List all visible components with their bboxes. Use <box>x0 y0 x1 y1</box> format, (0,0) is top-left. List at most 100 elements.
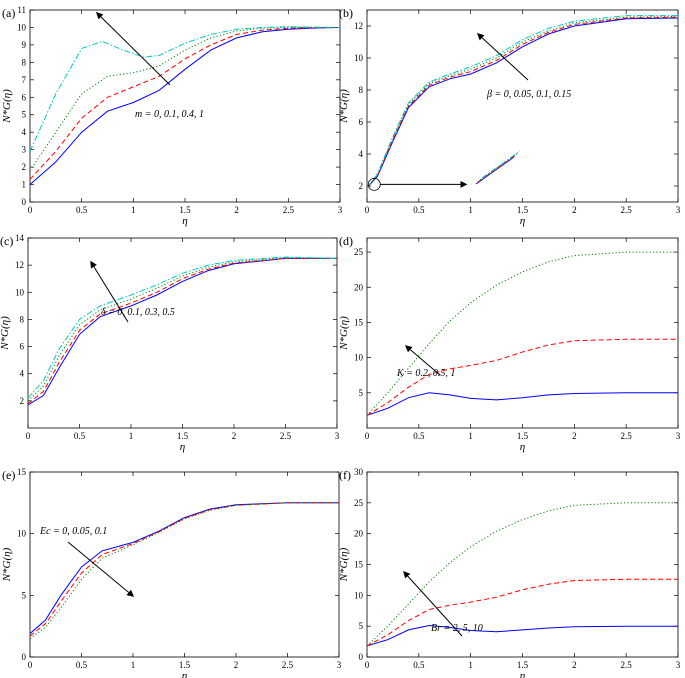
y-tick-label: 15 <box>354 317 364 327</box>
series-line-4 <box>367 15 678 188</box>
y-tick-label: 5 <box>22 110 27 120</box>
y-tick-label: 4 <box>22 127 27 137</box>
x-tick-label: 3 <box>676 205 681 215</box>
x-tick-label: 2.5 <box>621 431 633 441</box>
x-tick-label: 0.5 <box>76 205 88 215</box>
x-axis-label: η <box>520 215 525 227</box>
series-line-1 <box>367 17 678 188</box>
trend-arrow <box>403 570 463 637</box>
x-tick-label: 2.5 <box>621 660 633 670</box>
x-tick-label: 0 <box>28 660 33 670</box>
panel-a: 0 0.5 1 1.5 2 2.5 3 0 1 2 3 4 5 6 7 8 9 10 11(a) η N*G(η) m =… <box>1 5 343 227</box>
x-tick-label: 0 <box>365 431 370 441</box>
panel-label: (c) <box>0 234 13 248</box>
y-tick-label: 2 <box>22 162 27 172</box>
x-tick-label: 2 <box>234 660 239 670</box>
parameter-annotation: β = 0, 0.05, 0.1, 0.15 <box>486 89 571 100</box>
y-tick-label: 4 <box>359 149 364 159</box>
x-tick-label: 3 <box>676 431 681 441</box>
parameter-annotation: K = 0.2, 0.5, 1 <box>396 368 455 379</box>
y-tick-label: 2 <box>20 396 25 406</box>
x-tick-label: 1 <box>131 205 136 215</box>
series-line-1 <box>30 502 339 634</box>
y-tick-label: 8 <box>22 57 27 67</box>
x-tick-label: 2 <box>572 205 577 215</box>
panel-label: (a) <box>2 6 15 20</box>
x-axis-label: η <box>520 441 525 453</box>
x-axis-label: η <box>180 441 185 453</box>
x-tick-label: 2 <box>572 660 577 670</box>
x-tick-label: 1 <box>468 431 473 441</box>
series-line-3 <box>367 251 678 416</box>
series-line-2 <box>367 578 678 647</box>
x-axis-label: η <box>182 215 187 227</box>
x-tick-label: 0 <box>365 660 370 670</box>
zoom-detail-line <box>481 150 521 179</box>
y-tick-label: 12 <box>15 260 24 270</box>
x-tick-label: 3 <box>337 660 342 670</box>
x-tick-label: 0.5 <box>74 431 86 441</box>
trend-arrow <box>476 33 529 81</box>
x-tick-label: 2 <box>234 205 239 215</box>
x-tick-label: 1 <box>131 660 136 670</box>
y-tick-label: 9 <box>22 40 27 50</box>
x-tick-label: 3 <box>335 431 340 441</box>
x-tick-label: 1.5 <box>179 660 191 670</box>
panel-label: (d) <box>339 234 353 248</box>
x-tick-label: 3 <box>338 205 343 215</box>
series-line-3 <box>30 27 340 171</box>
series-line-1 <box>30 27 340 185</box>
x-tick-label: 0.5 <box>76 660 88 670</box>
y-tick-label: 2 <box>359 181 364 191</box>
plot-frame <box>29 471 340 658</box>
x-tick-label: 1 <box>468 660 473 670</box>
panel-label: (b) <box>339 6 353 20</box>
y-tick-label: 10 <box>17 22 27 32</box>
y-tick-label: 7 <box>22 75 27 85</box>
y-tick-label: 6 <box>20 342 25 352</box>
x-axis-label: η <box>520 670 525 678</box>
panel-label: (f) <box>339 468 351 482</box>
y-tick-label: 8 <box>359 85 364 95</box>
y-tick-label: 14 <box>15 233 25 243</box>
panel-e: 0 0.5 1 1.5 2 2.5 3 0 5 10 15(e) η N*G(η) Ec = 0, 0.0… <box>1 467 342 678</box>
series-line-3 <box>30 502 339 639</box>
plot-frame <box>366 237 679 429</box>
x-tick-label: 0.5 <box>413 205 425 215</box>
series-line-4 <box>30 26 340 152</box>
x-tick-label: 2 <box>232 431 237 441</box>
y-tick-label: 10 <box>17 529 27 539</box>
parameter-annotation: m = 0, 0.1, 0.4, 1 <box>135 109 204 120</box>
trend-arrow <box>67 541 135 597</box>
trend-arrow <box>96 12 171 86</box>
series-line-1 <box>367 624 678 647</box>
y-tick-label: 25 <box>354 498 364 508</box>
x-tick-label: 2.5 <box>280 431 292 441</box>
y-tick-label: 10 <box>15 287 25 297</box>
x-axis-label: η <box>182 670 187 678</box>
y-tick-label: 30 <box>354 467 364 477</box>
x-tick-label: 3 <box>676 660 681 670</box>
y-tick-label: 10 <box>354 353 364 363</box>
y-tick-label: 0 <box>22 197 27 207</box>
x-tick-label: 0 <box>26 431 31 441</box>
y-axis-label: N*G(η) <box>338 316 350 351</box>
series-line-3 <box>28 257 337 402</box>
panel-c: 0 0.5 1 1.5 2 2.5 3 2 4 6 8 10 12 14(c) η N*G(η) δ = 0, … <box>0 233 340 453</box>
y-axis-label: N*G(η) <box>1 547 13 582</box>
series-line-1 <box>28 257 337 406</box>
parameter-annotation: δ = 0, 0.1, 0.3, 0.5 <box>101 307 175 318</box>
plot-frame <box>27 237 338 429</box>
panel-label: (e) <box>2 468 15 482</box>
y-tick-label: 5 <box>359 621 364 631</box>
y-tick-label: 5 <box>22 590 27 600</box>
y-axis-label: N*G(η) <box>1 89 13 124</box>
x-tick-label: 2 <box>572 431 577 441</box>
y-tick-label: 4 <box>20 369 25 379</box>
series-line-2 <box>367 338 678 416</box>
x-tick-label: 2.5 <box>283 205 295 215</box>
y-tick-label: 15 <box>354 560 364 570</box>
series-line-1 <box>367 392 678 416</box>
